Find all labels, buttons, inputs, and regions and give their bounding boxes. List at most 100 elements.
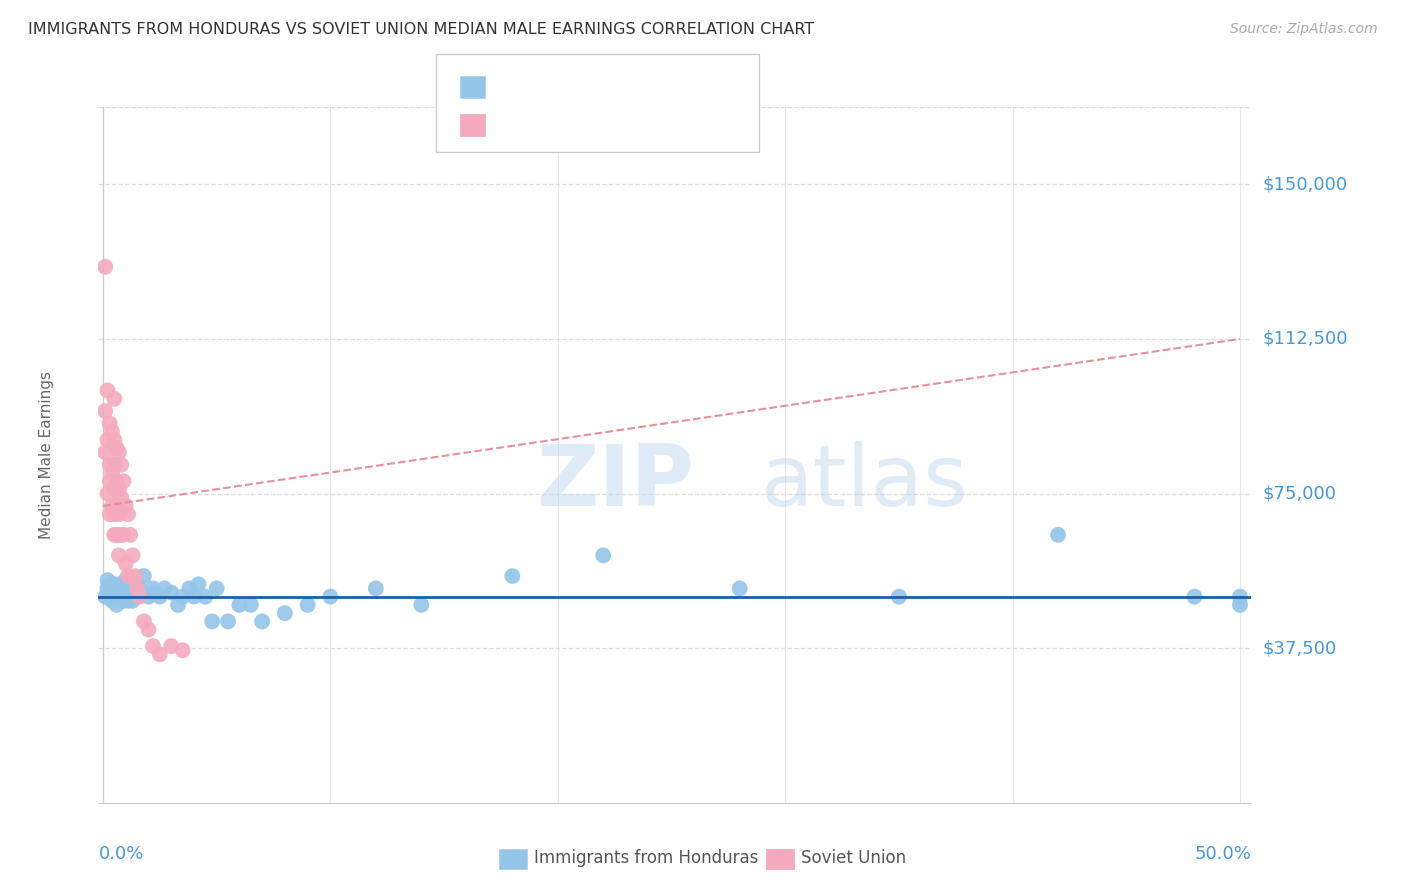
Point xyxy=(149,590,172,604)
Point xyxy=(167,598,190,612)
Point xyxy=(228,598,250,612)
Point xyxy=(105,590,128,604)
Point xyxy=(124,569,146,583)
Point xyxy=(319,590,342,604)
Point xyxy=(110,491,132,505)
Point xyxy=(501,569,523,583)
Point xyxy=(217,615,239,629)
Point xyxy=(108,549,131,563)
Point xyxy=(98,474,121,488)
Text: $75,000: $75,000 xyxy=(1263,484,1337,502)
Point xyxy=(1184,590,1206,604)
Point xyxy=(149,648,172,662)
Point xyxy=(124,585,146,599)
Point xyxy=(108,577,131,591)
Text: $150,000: $150,000 xyxy=(1263,176,1347,194)
Point xyxy=(112,585,135,599)
Point xyxy=(160,639,183,653)
Point xyxy=(205,582,228,596)
Point xyxy=(105,499,128,513)
Point xyxy=(120,528,142,542)
Text: 48: 48 xyxy=(650,116,675,134)
Point xyxy=(297,598,319,612)
Point xyxy=(101,425,124,439)
Point xyxy=(108,445,131,459)
Point xyxy=(172,643,194,657)
Point xyxy=(103,590,125,604)
Point xyxy=(132,615,155,629)
Point xyxy=(131,585,153,599)
Point xyxy=(103,392,125,406)
Point xyxy=(112,594,135,608)
Text: 0.013: 0.013 xyxy=(530,116,586,134)
Point xyxy=(103,433,125,447)
Point xyxy=(105,474,128,488)
Text: N =: N = xyxy=(598,78,650,95)
Point xyxy=(132,569,155,583)
Point xyxy=(121,594,143,608)
Point xyxy=(121,549,143,563)
Point xyxy=(1229,598,1251,612)
Point xyxy=(108,590,131,604)
Point xyxy=(179,582,201,596)
Text: R =: R = xyxy=(494,78,533,95)
Point xyxy=(110,590,132,604)
Point xyxy=(103,507,125,521)
Point xyxy=(103,483,125,497)
Point xyxy=(1229,590,1251,604)
Point xyxy=(101,582,124,596)
Point xyxy=(128,590,150,604)
Point xyxy=(96,384,118,398)
Point xyxy=(96,573,118,587)
Point xyxy=(592,549,614,563)
Point xyxy=(112,528,135,542)
Point xyxy=(143,585,166,599)
Point xyxy=(114,590,136,604)
Point xyxy=(250,615,273,629)
Point xyxy=(108,528,131,542)
Point xyxy=(96,486,118,500)
Text: ZIP: ZIP xyxy=(537,442,695,524)
Point xyxy=(98,417,121,431)
Point xyxy=(114,582,136,596)
Point xyxy=(142,639,165,653)
Text: R =: R = xyxy=(494,116,533,134)
Point xyxy=(94,590,117,604)
Point xyxy=(142,582,165,596)
Point xyxy=(120,582,142,596)
Point xyxy=(103,577,125,591)
Text: Soviet Union: Soviet Union xyxy=(801,849,907,867)
Point xyxy=(94,260,117,274)
Point xyxy=(101,499,124,513)
Point xyxy=(125,582,148,596)
Point xyxy=(124,577,146,591)
Text: $112,500: $112,500 xyxy=(1263,330,1348,348)
Point xyxy=(128,582,150,596)
Point xyxy=(108,507,131,521)
Point xyxy=(153,582,176,596)
Point xyxy=(105,598,128,612)
Point xyxy=(105,528,128,542)
Point xyxy=(96,582,118,596)
Text: 0.018: 0.018 xyxy=(530,78,588,95)
Point xyxy=(98,590,121,604)
Point xyxy=(187,577,209,591)
Text: $37,500: $37,500 xyxy=(1263,640,1337,657)
Point xyxy=(112,474,135,488)
Point xyxy=(114,499,136,513)
Text: 50.0%: 50.0% xyxy=(1195,845,1251,863)
Point xyxy=(201,615,224,629)
Point xyxy=(103,458,125,472)
Point xyxy=(110,458,132,472)
Point xyxy=(94,404,117,418)
Point xyxy=(120,590,142,604)
Text: Source: ZipAtlas.com: Source: ZipAtlas.com xyxy=(1230,22,1378,37)
Text: Median Male Earnings: Median Male Earnings xyxy=(39,371,53,539)
Point xyxy=(887,590,910,604)
Point xyxy=(1047,528,1070,542)
Point xyxy=(172,590,194,604)
Point xyxy=(117,507,139,521)
Point xyxy=(138,623,160,637)
Text: IMMIGRANTS FROM HONDURAS VS SOVIET UNION MEDIAN MALE EARNINGS CORRELATION CHART: IMMIGRANTS FROM HONDURAS VS SOVIET UNION… xyxy=(28,22,814,37)
Point xyxy=(98,585,121,599)
